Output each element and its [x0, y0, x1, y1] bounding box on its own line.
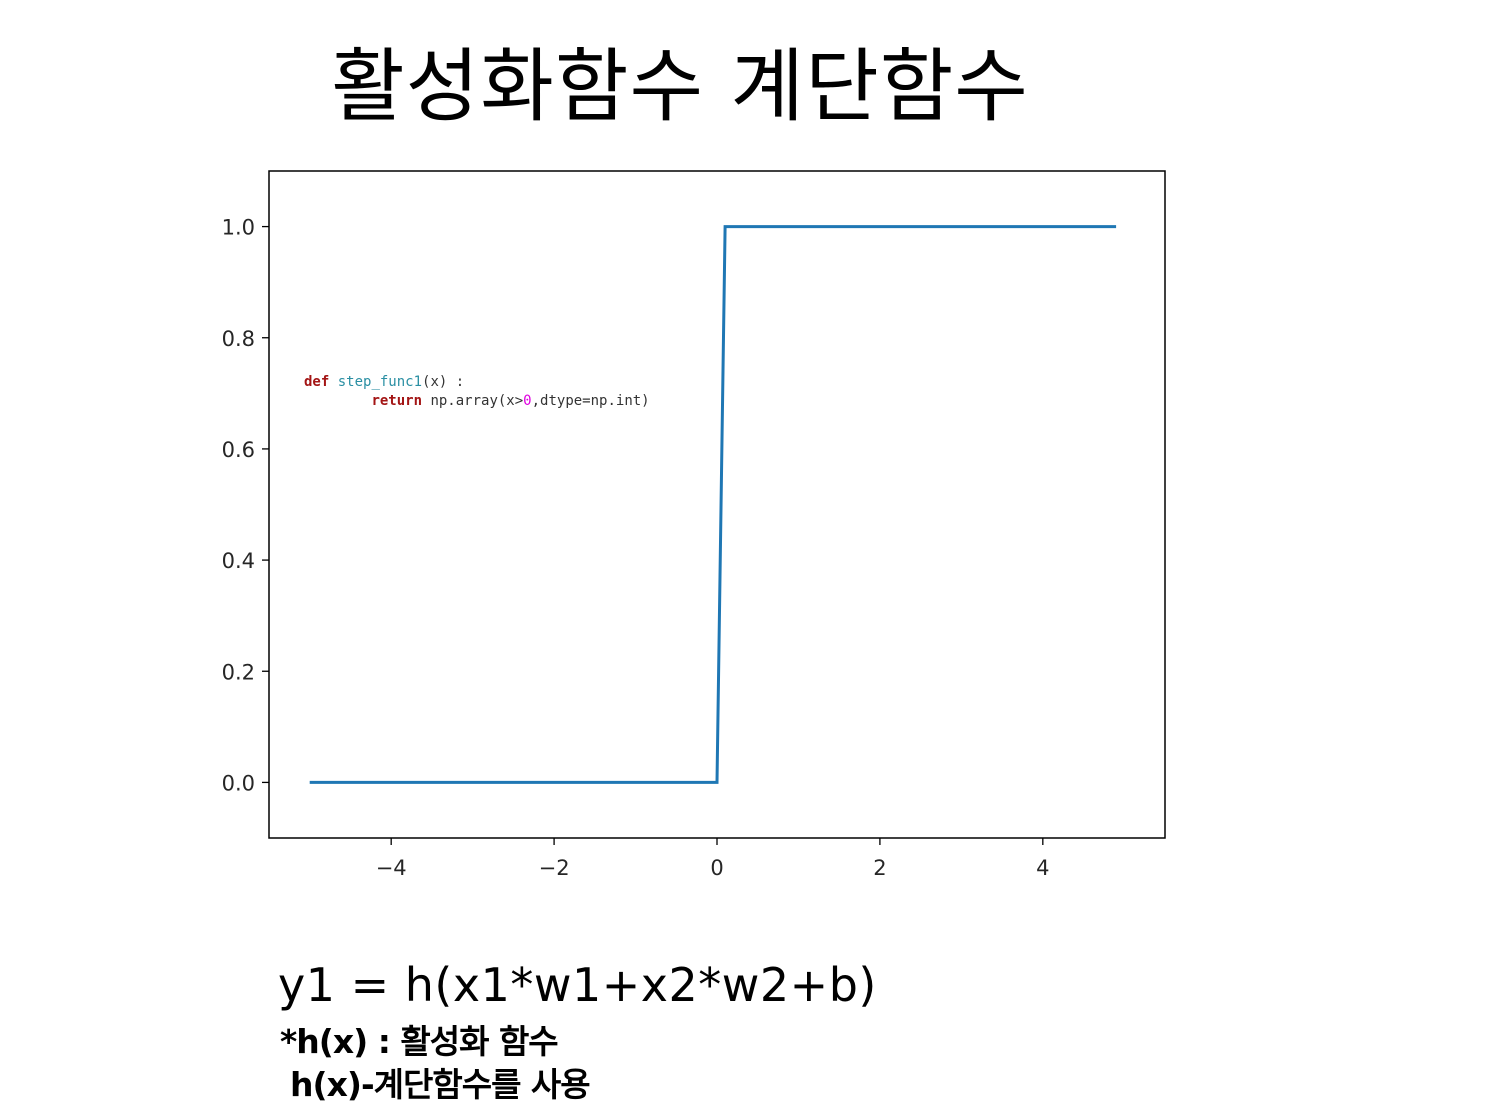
- y-tick-label: 0.6: [222, 438, 255, 462]
- x-tick-label: 4: [1036, 856, 1049, 880]
- x-tick-label: −2: [539, 856, 570, 880]
- x-tick-label: 2: [873, 856, 886, 880]
- y-tick-label: 0.4: [222, 549, 255, 573]
- y-tick-label: 0.0: [222, 771, 255, 795]
- y-tick-label: 1.0: [222, 216, 255, 240]
- x-tick-label: −4: [376, 856, 407, 880]
- code-params: (x) :: [422, 374, 465, 390]
- code-number: 0: [523, 393, 532, 409]
- slide-title: 활성화함수 계단함수: [331, 40, 1029, 133]
- code-keyword-def: def: [304, 374, 330, 390]
- series-layer: [309, 225, 1117, 784]
- code-snippet: def step_func1(x) : return np.array(x>0,…: [304, 373, 650, 411]
- note-activation: *h(x) : 활성화 함수: [280, 1022, 559, 1061]
- code-function-name: step_func1: [337, 374, 423, 390]
- code-keyword-return: return: [371, 393, 423, 409]
- y-tick-label: 0.8: [222, 327, 255, 351]
- code-expr-b: ,dtype=np.int): [531, 393, 650, 409]
- formula-text: y1 = h(x1*w1+x2*w2+b): [278, 958, 877, 1012]
- code-expr-a: np.array(x>: [422, 393, 524, 409]
- y-tick-label: 0.2: [222, 660, 255, 684]
- step-function-chart: 0.0 0.2 0.4 0.6 0.8 1.0 −4 −2 0 2 4: [222, 170, 1166, 880]
- x-tick-label: 0: [710, 856, 723, 880]
- step-series-line: [309, 225, 1117, 784]
- axis-ticks: 0.0 0.2 0.4 0.6 0.8 1.0 −4 −2 0 2 4: [222, 216, 1050, 880]
- note-step-function: h(x)-계단함수를 사용: [290, 1065, 591, 1104]
